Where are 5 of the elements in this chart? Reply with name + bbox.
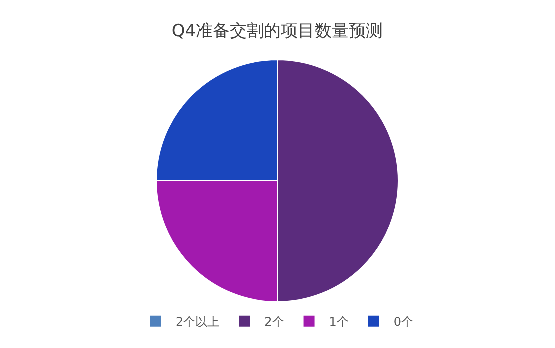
- legend-label: 0个: [394, 315, 414, 330]
- legend-label: 2个以上: [176, 315, 220, 330]
- legend-label: 1个: [329, 315, 349, 330]
- legend-label: 2个: [264, 315, 284, 330]
- chart-title: Q4准备交割的项目数量预测: [172, 21, 384, 42]
